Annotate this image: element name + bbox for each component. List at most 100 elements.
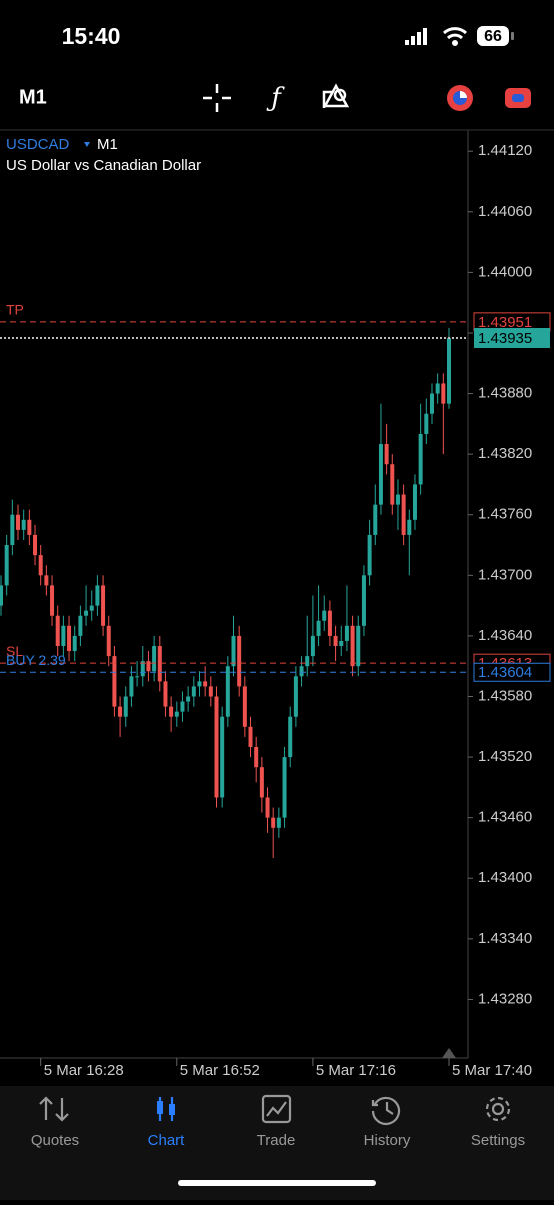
candle-body [265, 797, 270, 818]
trade-icon[interactable] [261, 1094, 292, 1124]
candle-body [333, 635, 338, 647]
candle-body [299, 666, 304, 677]
chart-timeframe: M1 [97, 136, 118, 153]
y-tick-label: 1.43520 [478, 748, 532, 765]
candle-body [4, 545, 9, 586]
symbol-dropdown-icon[interactable] [84, 142, 90, 147]
objects-button[interactable] [322, 83, 350, 108]
candle-body [38, 555, 43, 576]
candle-body [378, 444, 383, 505]
candle-body [447, 338, 451, 404]
candle-body [401, 494, 406, 535]
level-name: SL [6, 643, 23, 659]
quotes-icon[interactable] [39, 1096, 69, 1122]
candle-body [271, 817, 276, 828]
candle-body [55, 615, 60, 647]
candle-body [214, 696, 219, 798]
trade-button[interactable] [505, 88, 531, 108]
candle-body [293, 676, 298, 717]
candle-body [152, 646, 157, 672]
candle-body [174, 711, 179, 717]
candle-body [395, 494, 400, 505]
candle-body [322, 610, 327, 621]
x-tick-label: 5 Mar 16:52 [180, 1062, 260, 1079]
y-tick-label: 1.43760 [478, 506, 532, 523]
y-tick-label: 1.43400 [478, 869, 532, 886]
y-tick-label: 1.43340 [478, 930, 532, 947]
candle-body [186, 696, 191, 702]
level-name: TP [6, 302, 24, 318]
candle-body [95, 585, 100, 606]
candle-body [72, 635, 77, 652]
candle-body [367, 534, 372, 576]
y-tick-label: 1.43880 [478, 385, 532, 402]
tab-icons [39, 1094, 511, 1126]
candle-body [50, 585, 55, 616]
account-button[interactable] [447, 85, 473, 111]
candle-body [89, 605, 94, 611]
candle-body [316, 620, 321, 636]
candle-body [276, 817, 281, 828]
candle-body [203, 681, 208, 687]
y-tick-label: 1.43700 [478, 566, 532, 583]
chart-icon[interactable] [157, 1097, 175, 1121]
candle-body [344, 625, 349, 641]
timeframe-button[interactable]: M1 [19, 86, 47, 108]
tab-label[interactable]: Trade [257, 1132, 296, 1149]
candle-body [180, 701, 185, 712]
candle-body [418, 433, 423, 485]
level-name: BUY 2.39 [6, 652, 66, 668]
tab-label[interactable]: History [364, 1132, 411, 1149]
indicators-button[interactable]: ƒ [266, 83, 285, 113]
candle-body [429, 393, 434, 414]
candle-body [84, 610, 89, 616]
status-time: 15:40 [62, 23, 121, 49]
candle-body [21, 519, 26, 530]
candle-body [157, 646, 162, 682]
candle-body [78, 615, 83, 636]
candle-body [407, 519, 412, 535]
candle-body [135, 676, 140, 678]
candle-body [305, 656, 310, 667]
candle-body [67, 625, 72, 652]
candle-body [390, 464, 395, 505]
candle-body [33, 534, 38, 556]
tab-label[interactable]: Quotes [31, 1132, 79, 1149]
tab-label[interactable]: Settings [471, 1132, 525, 1149]
tab-label[interactable]: Chart [148, 1132, 186, 1149]
candle-body [169, 706, 174, 717]
settings-icon[interactable] [485, 1096, 511, 1122]
candle-body [197, 681, 202, 687]
y-tick-label: 1.44060 [478, 203, 532, 220]
candle-body [327, 610, 332, 636]
y-tick-label: 1.44000 [478, 263, 532, 280]
candle-body [356, 625, 361, 667]
symbol[interactable]: USDCAD [6, 136, 70, 153]
candle-body [384, 444, 389, 465]
battery-tip [511, 32, 514, 40]
home-indicator [178, 1180, 376, 1186]
crosshair-button[interactable] [203, 84, 231, 112]
history-icon[interactable] [371, 1096, 401, 1126]
wifi-icon [442, 27, 468, 46]
candle-body [424, 413, 429, 434]
battery-level: 66 [484, 28, 502, 45]
candle-body [435, 383, 440, 394]
candle-body [237, 635, 242, 687]
candle-body [225, 666, 230, 717]
candle-body [163, 681, 168, 707]
candle-body [259, 767, 264, 798]
y-tick-label: 1.43640 [478, 627, 532, 644]
chart-subtitle: US Dollar vs Canadian Dollar [6, 157, 201, 174]
candle-body [361, 575, 366, 626]
scroll-handle[interactable] [442, 1048, 456, 1058]
candle-body [0, 585, 3, 606]
level-price-box [473, 662, 551, 682]
candle-body [112, 656, 117, 707]
candle-body [242, 686, 247, 727]
candle-body [310, 635, 315, 657]
candle-body [118, 706, 123, 717]
candle-body [16, 514, 21, 530]
